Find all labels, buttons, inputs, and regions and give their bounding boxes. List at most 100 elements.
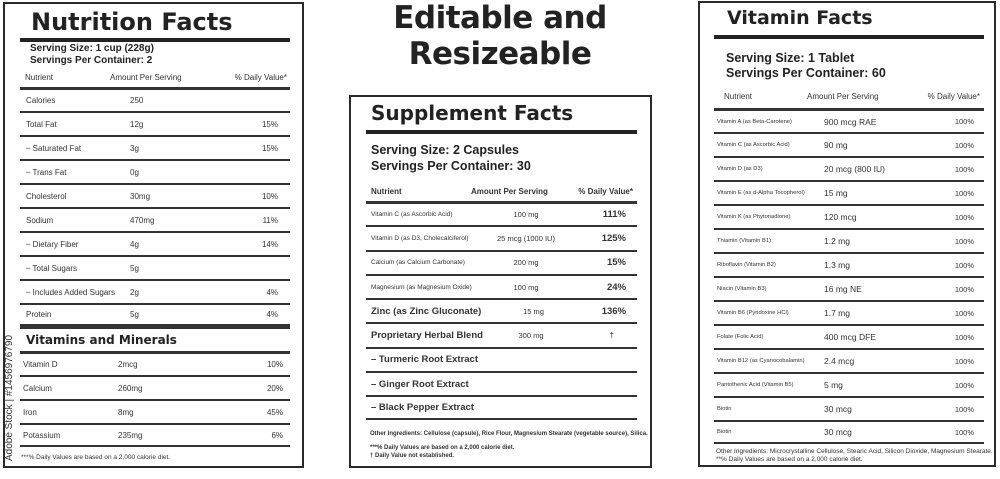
daily-value: 100% — [954, 260, 974, 270]
table-row: Biotin 30 mcg 100% — [714, 396, 984, 420]
nutrient-name: Vitamin C (as Ascorbic Acid) — [371, 211, 453, 219]
table-row: Riboflavin (Vitamin B2) 1.3 mg 100% — [714, 252, 984, 276]
table-row: – Black Pepper Extract — [366, 395, 637, 420]
amount: 2.4 mcg — [824, 356, 855, 366]
nutrient-name: Total Fat — [26, 119, 57, 129]
table-row: Sodium 470mg 11% — [20, 207, 290, 231]
daily-value: 4% — [266, 287, 278, 297]
nutrient-name: – Turmeric Root Extract — [371, 354, 478, 366]
amount: 12g — [130, 119, 144, 129]
table-row: Calories 250 — [20, 87, 290, 111]
table-row: – Saturated Fat 3g 15% — [20, 135, 290, 159]
amount: 1.3 mg — [824, 260, 850, 270]
daily-value: 100% — [954, 427, 974, 437]
serving-size: Serving Size: 1 Tablet — [726, 51, 855, 65]
column-headers: Nutrient Amount Per Serving % Daily Valu… — [724, 92, 980, 101]
header-nutrient: Nutrient — [371, 187, 402, 196]
servings-per-container: Servings Per Container: 30 — [371, 159, 531, 173]
dagger-note: † Daily Value not established. — [370, 453, 455, 459]
serving-size: Serving Size: 2 Capsules — [371, 143, 519, 157]
nutrient-name: – Dietary Fiber — [26, 239, 79, 249]
title-rule — [714, 35, 984, 39]
table-row: Vitamin B12 (as Cyanocobalamin) 2.4 mcg 10… — [714, 348, 984, 372]
amount: 3g — [130, 143, 139, 153]
amount: 5 mg — [824, 380, 843, 390]
amount: 900 mcg RAE — [824, 116, 877, 127]
column-headers: Nutrient Amount Per Serving % Daily Valu… — [371, 187, 633, 196]
table-row: Thiamin (Vitamin B1) 1.2 mg 100% — [714, 228, 984, 252]
amount: 8mg — [118, 407, 134, 417]
nutrient-name: – Black Pepper Extract — [371, 402, 474, 414]
amount: 30 mcg — [824, 427, 852, 437]
header-dv: % Daily Value* — [927, 92, 980, 101]
header-dv: % Daily Value* — [578, 187, 633, 196]
table-row: – Dietary Fiber 4g 14% — [20, 231, 290, 255]
nutrient-name: Vitamin A (as Beta-Carotene) — [717, 118, 792, 125]
daily-value: 24% — [606, 281, 626, 293]
amount: 100 mg — [513, 210, 539, 220]
nutrient-name: Vitamin D (as D3, Cholecalciferol) — [371, 234, 469, 242]
daily-value: 100% — [954, 308, 974, 318]
amount: 25 mcg (1000 IU) — [497, 233, 555, 243]
nutrient-name: – Saturated Fat — [26, 143, 82, 153]
panel-title: Supplement Facts — [371, 101, 574, 125]
nutrient-name: Riboflavin (Vitamin B2) — [717, 262, 776, 268]
nutrient-name: Calcium — [23, 383, 52, 393]
panel-title: Vitamin Facts — [727, 7, 873, 29]
table-row: Vitamin C (as Ascorbic Acid) 90 mg 100% — [714, 132, 984, 156]
amount: 235mg — [118, 430, 143, 440]
vitamin-facts-panel: Vitamin Facts Serving Size: 1 Tablet Ser… — [698, 1, 996, 467]
table-row: – Trans Fat 0g — [20, 159, 290, 183]
servings-per-container: Servings Per Container: 60 — [726, 66, 886, 80]
table-row: Protein 5g 4% — [20, 303, 290, 327]
nutrient-name: Potassium — [23, 430, 61, 440]
table-row: Biotin 30 mcg 100% — [714, 420, 984, 444]
other-ingredients: Other Ingredients: Microcrystalline Cell… — [716, 448, 993, 455]
amount: 15 mg — [824, 188, 848, 198]
table-row: Potassium 235mg 6% — [20, 423, 290, 447]
header-nutrient: Nutrient — [25, 73, 54, 82]
nutrient-name: Zinc (as Zinc Gluconate) — [371, 305, 482, 317]
daily-value: 6% — [271, 430, 283, 440]
section-heading: Vitamins and Minerals — [20, 327, 290, 351]
headline: Editable and Resizeable — [393, 0, 607, 72]
nutrient-name: Thiamin (Vitamin B1) — [717, 238, 772, 244]
amount: 1.2 mg — [824, 236, 850, 246]
amount: 30 mcg — [824, 404, 852, 414]
amount: 2mcg — [118, 360, 138, 369]
nutrient-name: Folate (Folic Acid) — [717, 334, 764, 340]
daily-value: 100% — [954, 164, 974, 174]
table-row: Iron 8mg 45% — [20, 399, 290, 423]
panel-title: Nutrition Facts — [31, 8, 233, 36]
table-row: – Includes Added Sugars 2g 4% — [20, 279, 290, 303]
nutrient-name: Iron — [23, 407, 37, 417]
nutrient-name: Magnesium (as Magnesium Oxide) — [371, 283, 472, 291]
amount: 5g — [130, 310, 139, 319]
amount: 2g — [130, 287, 139, 297]
daily-value: 10% — [261, 191, 278, 201]
amount: 1.7 mg — [824, 308, 850, 318]
table-row: Zinc (as Zinc Gluconate) 15 mg 136% — [366, 298, 637, 322]
other-ingredients: Other Ingredients: Cellulose (capsule), … — [370, 431, 648, 437]
servings-per-container: Servings Per Container: 2 — [30, 55, 153, 66]
nutrient-name: Vitamin C (as Ascorbic Acid) — [717, 142, 790, 148]
daily-value: 100% — [954, 236, 974, 246]
nutrient-rows: Calories 250 Total Fat 12g 15% – Saturated Fa… — [20, 87, 290, 327]
daily-value-note: **% Daily Values are based on a 2,000 ca… — [716, 456, 863, 463]
footnote: ***% Daily Values are based on a 2,000 c… — [21, 454, 171, 461]
amount: 400 mcg DFE — [824, 332, 876, 342]
daily-value: 111% — [602, 209, 626, 221]
daily-value: 4% — [266, 310, 278, 319]
nutrient-name: – Ginger Root Extract — [371, 378, 469, 390]
nutrient-name: Vitamin K (as Phytonadione) — [717, 214, 791, 220]
nutrient-name: Pantothenic Acid (Vitamin B5) — [717, 382, 794, 388]
nutrition-facts-panel: Adobe Stock | #1456976790 Nutrition Fact… — [3, 2, 304, 468]
watermark-text: Adobe Stock | #1456976790 — [4, 334, 15, 462]
table-row: Vitamin D (as D3, Cholecalciferol) 25 mcg… — [366, 225, 637, 249]
table-row: Cholesterol 30mg 10% — [20, 183, 290, 207]
table-row: – Total Sugars 5g — [20, 255, 290, 279]
table-row: Magnesium (as Magnesium Oxide) 100 mg 24% — [366, 273, 637, 298]
amount: 120 mcg — [824, 212, 857, 222]
amount: 4g — [130, 239, 139, 249]
table-row: Proprietary Herbal Blend 300 mg † — [366, 322, 637, 346]
